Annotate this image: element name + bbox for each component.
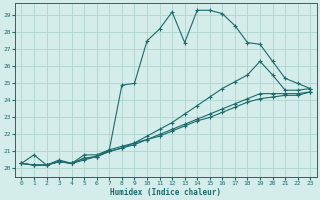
X-axis label: Humidex (Indice chaleur): Humidex (Indice chaleur) <box>110 188 221 197</box>
